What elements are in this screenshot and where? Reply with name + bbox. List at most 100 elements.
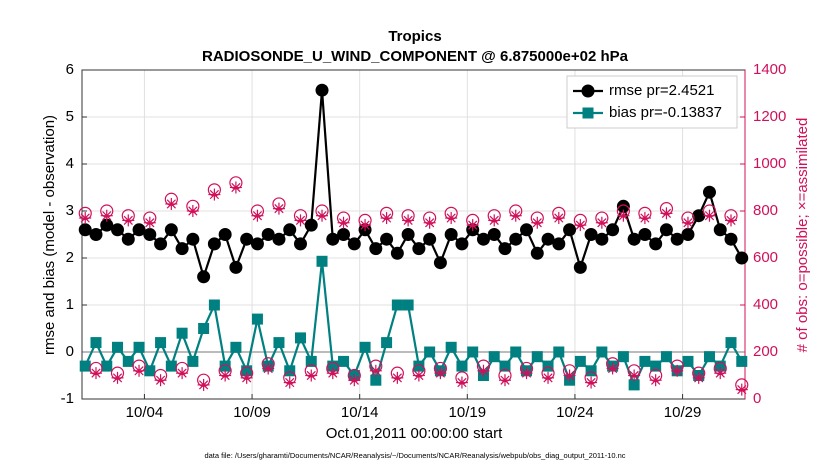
rmse-marker — [369, 242, 383, 256]
rmse-marker — [100, 218, 114, 232]
rmse-marker — [143, 228, 157, 241]
bias-marker — [338, 355, 350, 367]
asterisk-stroke — [274, 204, 284, 214]
rmse-marker — [702, 185, 716, 199]
assimilated-obs-marker — [628, 369, 641, 382]
assimilated-obs-marker — [197, 378, 210, 391]
asterisk-stroke — [371, 366, 381, 376]
y2-tick-label: 1200 — [753, 108, 786, 125]
asterisk-stroke — [489, 215, 499, 226]
y2-tick-label: 200 — [753, 343, 778, 360]
asterisk-stroke — [737, 384, 747, 395]
rmse-marker — [476, 232, 490, 246]
assimilated-obs-marker — [498, 374, 511, 387]
rmse-marker — [315, 83, 329, 97]
rmse-marker — [78, 223, 92, 237]
assimilated-obs-marker — [725, 214, 738, 227]
rmse-marker — [380, 232, 394, 246]
assimilated-obs-marker — [176, 367, 189, 380]
asterisk-stroke — [683, 218, 693, 228]
asterisk-stroke — [231, 182, 241, 193]
rmse-marker — [337, 228, 351, 241]
asterisk-stroke — [91, 368, 101, 378]
assimilated-obs-marker — [133, 364, 146, 377]
asterisk-stroke — [726, 215, 736, 226]
assimilated-obs-marker — [165, 197, 178, 210]
bias-marker — [488, 351, 500, 363]
assimilated-obs-marker — [434, 367, 447, 380]
bias-marker — [424, 346, 436, 358]
assimilated-obs-marker — [552, 212, 565, 225]
rmse-marker — [121, 232, 135, 246]
rmse-marker — [89, 228, 103, 241]
assimilated-obs-marker — [294, 214, 307, 227]
y-tick-label: 6 — [66, 61, 74, 78]
bias-marker — [359, 341, 371, 353]
bias-marker — [90, 337, 102, 349]
asterisk-stroke — [306, 370, 316, 381]
assimilated-obs-marker — [735, 383, 748, 396]
asterisk-stroke — [414, 370, 424, 381]
asterisk-stroke — [607, 363, 618, 374]
asterisk-stroke — [220, 370, 230, 381]
rmse-marker — [444, 228, 458, 241]
rmse-marker — [218, 228, 232, 241]
bias-marker — [510, 346, 522, 358]
assimilated-obs-marker — [649, 374, 662, 387]
rmse-marker — [681, 228, 695, 241]
rmse-marker — [186, 232, 200, 246]
bias-marker — [305, 355, 317, 367]
assimilated-obs-marker — [692, 371, 705, 384]
rmse-marker — [132, 223, 146, 237]
bias-marker — [381, 337, 393, 349]
bias-marker — [553, 346, 565, 358]
bias-marker — [187, 355, 199, 367]
asterisk-stroke — [629, 370, 639, 381]
bias-marker — [165, 360, 177, 372]
y2-tick-label: 1400 — [753, 61, 786, 78]
bias-marker — [650, 360, 662, 372]
legend-label: bias pr=-0.13837 — [609, 104, 722, 121]
rmse-marker — [552, 237, 566, 251]
y-axis-label: rmse and bias (model - observation) — [41, 115, 58, 355]
bias-marker — [122, 355, 134, 367]
bias-marker — [703, 351, 715, 363]
rmse-marker — [627, 232, 641, 246]
rmse-marker — [541, 232, 555, 246]
asterisk-stroke — [338, 218, 349, 228]
assimilated-obs-marker — [208, 188, 221, 201]
y2-tick-label: 1000 — [753, 155, 786, 172]
rmse-marker — [616, 199, 630, 213]
asterisk-stroke — [435, 368, 446, 378]
bias-marker — [144, 365, 156, 377]
asterisk-stroke — [155, 375, 166, 385]
x-tick-label: 10/09 — [233, 404, 271, 421]
rmse-marker — [724, 232, 738, 246]
bias-marker — [542, 360, 554, 372]
bias-marker — [585, 365, 597, 377]
rmse-marker — [573, 260, 587, 274]
bias-marker — [241, 365, 253, 377]
bias-marker — [682, 355, 694, 367]
assimilated-obs-marker — [79, 212, 92, 225]
bias-marker — [402, 299, 414, 311]
asterisk-stroke — [392, 373, 402, 383]
rmse-marker — [509, 232, 523, 246]
rmse-marker — [606, 223, 620, 237]
rmse-marker — [250, 237, 264, 251]
footnote: data file: /Users/gharamti/Documents/NCA… — [204, 451, 625, 460]
rmse-marker — [154, 237, 168, 251]
y2-tick-label: 400 — [753, 296, 778, 313]
bias-marker — [155, 337, 167, 349]
y2-axis-label: # of obs: o=possible; ×=assimilated — [794, 118, 811, 353]
assimilated-obs-marker — [272, 202, 285, 215]
bias-marker — [284, 365, 296, 377]
assimilated-obs-marker — [595, 216, 608, 229]
asterisk-stroke — [112, 373, 123, 383]
asterisk-stroke — [651, 375, 661, 385]
legend-box — [566, 75, 738, 129]
rmse-marker — [293, 237, 307, 251]
asterisk-stroke — [554, 213, 564, 223]
bias-marker — [370, 374, 382, 386]
assimilated-obs-marker — [681, 216, 694, 229]
